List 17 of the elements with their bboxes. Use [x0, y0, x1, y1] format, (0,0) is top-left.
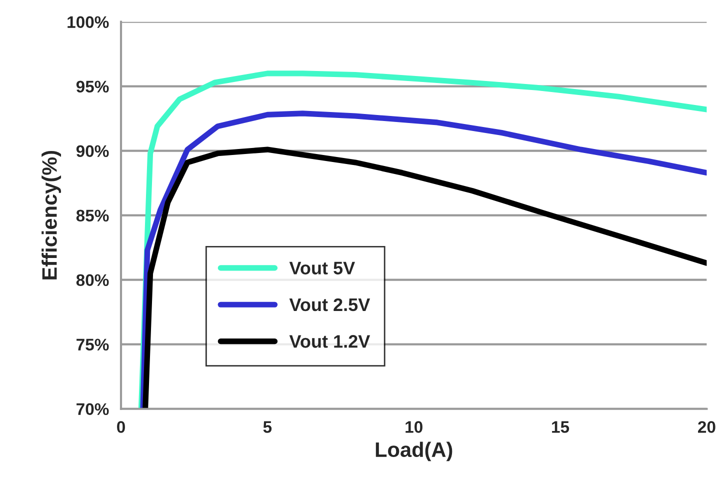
x-axis-title: Load(A) [376, 442, 452, 462]
x-tick-label: 5 [263, 421, 272, 433]
y-tick-label: 75% [76, 338, 109, 351]
legend-label: Vout 5V [289, 262, 355, 274]
y-tick-label: 95% [76, 80, 109, 93]
y-tick-label: 90% [76, 145, 109, 158]
legend-label: Vout 1.2V [289, 335, 370, 348]
x-tick-label: 10 [406, 421, 422, 433]
y-axis-title: Efficiency(%) [42, 150, 62, 280]
y-tick-label: 85% [76, 210, 109, 222]
y-tick-label: 100% [68, 16, 109, 28]
y-tick-label: 70% [76, 403, 109, 416]
x-tick-label: 15 [552, 421, 570, 433]
y-tick-label: 80% [76, 274, 109, 286]
legend-label: Vout 2.5V [289, 298, 370, 312]
x-tick-label: 20 [698, 421, 716, 433]
x-tick-label: 0 [117, 421, 125, 433]
